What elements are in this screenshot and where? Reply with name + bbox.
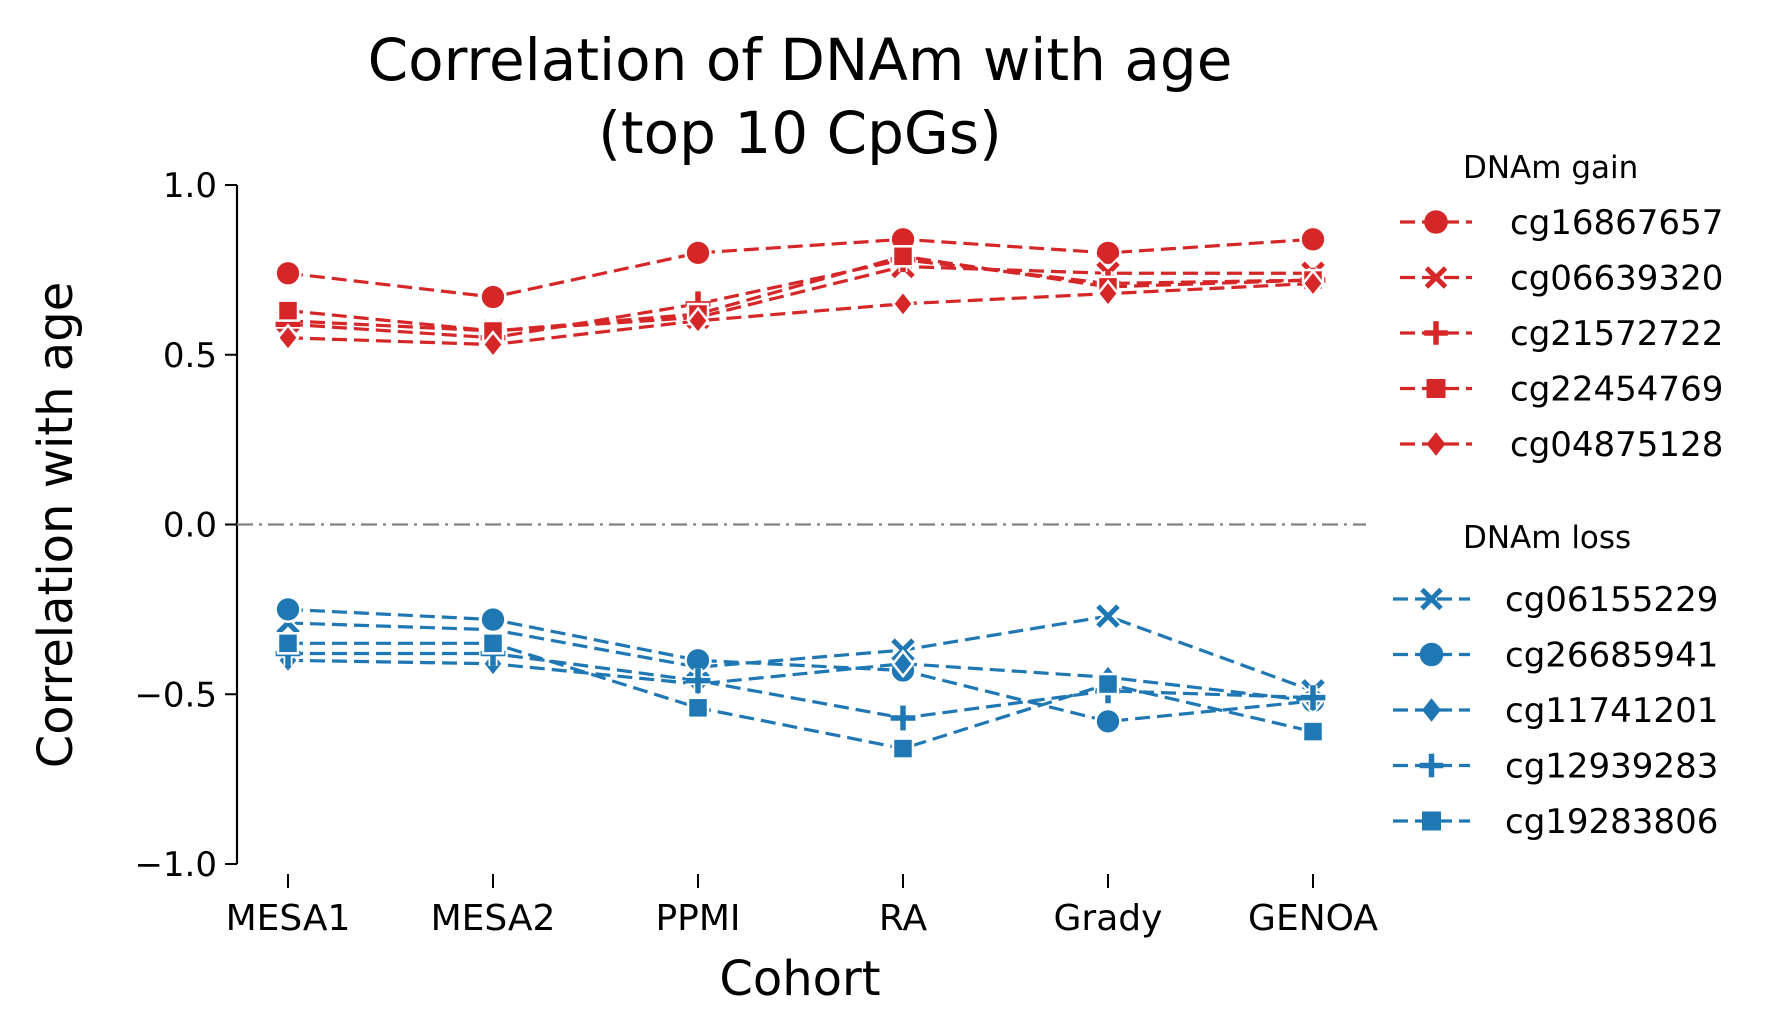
data-point [891, 245, 915, 268]
x-axis-label: Cohort [719, 951, 880, 1007]
series-cg21572722 [275, 247, 1326, 351]
data-point [1094, 239, 1122, 267]
legend-item-cg21572722: cg21572722 [1400, 314, 1723, 354]
legend-marker [1420, 587, 1443, 611]
legend-marker [1424, 321, 1448, 345]
legend-item-cg22454769: cg22454769 [1400, 370, 1723, 410]
data-point [274, 259, 302, 287]
legend-label: cg11741201 [1505, 691, 1718, 731]
legend-item-cg19283806: cg19283806 [1393, 802, 1718, 842]
legend-label: cg06155229 [1505, 580, 1718, 620]
legend-item-cg06639320: cg06639320 [1400, 259, 1723, 299]
data-point [276, 299, 300, 322]
data-point [276, 323, 300, 353]
data-point [1091, 599, 1125, 633]
legend: DNAm gain cg16867657 cg06639320 cg21572722 c… [1393, 150, 1723, 842]
data-point [1299, 225, 1327, 253]
legend-marker [1419, 753, 1444, 778]
x-tick-label: GENOA [1248, 898, 1378, 939]
y-tick-label: −1.0 [134, 845, 217, 885]
series-cg19283806 [276, 632, 1325, 760]
data-point [891, 289, 915, 319]
series-cg16867657 [274, 225, 1327, 311]
legend-marker [1424, 266, 1448, 289]
legend-label: cg12939283 [1505, 747, 1718, 787]
series-line [287, 658, 1314, 703]
data-point [1300, 685, 1326, 711]
legend-label: cg26685941 [1505, 636, 1718, 676]
y-tick-label: 0.5 [163, 336, 217, 376]
legend-marker [1422, 811, 1441, 831]
x-tick-label: MESA2 [431, 898, 556, 939]
data-point [1301, 720, 1325, 743]
legend-marker [1419, 642, 1444, 667]
legend-item-cg16867657: cg16867657 [1400, 203, 1723, 243]
legend-item-cg26685941: cg26685941 [1393, 636, 1718, 676]
legend-label: cg04875128 [1510, 425, 1723, 465]
data-point [685, 668, 711, 694]
data-point [891, 737, 915, 760]
legend-item-cg04875128: cg04875128 [1400, 425, 1723, 465]
series-line [287, 281, 1314, 347]
data-point [686, 306, 710, 336]
data-point [890, 705, 916, 731]
legend-marker [1424, 210, 1448, 234]
series-line [288, 651, 1314, 720]
y-axis-label: Correlation with age [28, 282, 84, 768]
series-line [287, 264, 1313, 333]
data-point [1096, 672, 1120, 696]
y-tick-label: 1.0 [163, 166, 217, 206]
data-point [684, 239, 712, 267]
series-line [287, 607, 1314, 724]
data-point [1096, 279, 1120, 309]
legend-label: cg19283806 [1505, 802, 1718, 842]
legend-label: cg21572722 [1510, 314, 1723, 354]
series-line [287, 254, 1314, 333]
legend-marker [1426, 379, 1446, 398]
chart-title-line1: Correlation of DNAm with age [368, 26, 1233, 94]
legend-item-cg11741201: cg11741201 [1393, 691, 1718, 731]
x-tick-label: Grady [1054, 898, 1163, 939]
series-line [287, 258, 1314, 340]
y-tick-label: 0.0 [163, 506, 217, 546]
data-point [481, 632, 505, 655]
data-point [274, 595, 302, 624]
legend-marker [1422, 698, 1441, 722]
legend-label: cg16867657 [1510, 203, 1723, 243]
data-point [481, 330, 505, 359]
legend-item-cg06155229: cg06155229 [1393, 580, 1718, 620]
data-point [276, 632, 300, 655]
legend-item-cg12939283: cg12939283 [1393, 747, 1718, 787]
series-layer [271, 225, 1330, 760]
series-line [287, 237, 1314, 299]
legend-marker [1426, 432, 1446, 456]
legend-group-title: DNAm gain [1463, 150, 1638, 186]
legend-label: cg22454769 [1510, 370, 1723, 410]
series-cg04875128 [276, 269, 1325, 359]
x-tick-label: PPMI [655, 898, 740, 939]
series-cg26685941 [274, 595, 1327, 736]
data-point [479, 283, 507, 311]
data-point [479, 605, 507, 634]
x-tick-label: RA [879, 898, 928, 939]
series-line [287, 614, 1314, 693]
legend-group-title: DNAm loss [1463, 520, 1631, 556]
legend-label: cg06639320 [1510, 259, 1723, 299]
chart-title-line2: (top 10 CpGs) [598, 99, 1001, 167]
data-point [891, 649, 915, 679]
data-point [686, 696, 710, 720]
data-point [1094, 707, 1122, 736]
y-tick-label: −0.5 [134, 675, 217, 715]
series-cg06639320 [271, 250, 1330, 348]
x-tick-label: MESA1 [226, 898, 351, 939]
data-point [1301, 269, 1325, 298]
